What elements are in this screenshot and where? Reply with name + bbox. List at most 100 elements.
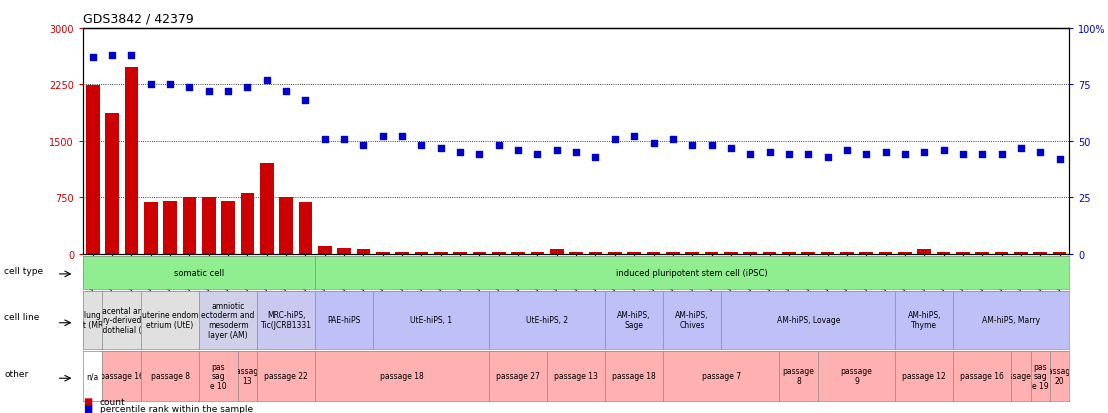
Point [238, 84, 256, 91]
Point [316, 136, 334, 142]
Point [819, 154, 837, 161]
Point [1050, 156, 1068, 163]
Text: PAE-hiPS: PAE-hiPS [328, 316, 361, 325]
Bar [743, 252, 757, 254]
Bar [879, 252, 892, 254]
Point [277, 89, 295, 95]
Bar [125, 68, 138, 254]
Text: passage 16: passage 16 [961, 371, 1004, 380]
Bar [917, 249, 931, 254]
Bar [337, 249, 351, 254]
Point [684, 142, 701, 149]
Point [258, 77, 276, 84]
Point [510, 147, 527, 154]
Point [529, 152, 546, 158]
Text: n/a: n/a [86, 371, 99, 380]
Point [586, 154, 604, 161]
Point [780, 152, 798, 158]
Point [219, 89, 237, 95]
Bar [936, 252, 951, 254]
Bar [453, 252, 466, 254]
Point [451, 150, 469, 156]
Point [838, 147, 855, 154]
Point [954, 152, 972, 158]
Text: count: count [100, 396, 125, 406]
Text: UtE-hiPS, 2: UtE-hiPS, 2 [526, 316, 568, 325]
Point [625, 134, 643, 140]
Point [297, 97, 315, 104]
Bar [318, 247, 331, 254]
Point [336, 136, 353, 142]
Point [471, 152, 489, 158]
Point [993, 152, 1010, 158]
Bar [279, 198, 293, 254]
Bar [762, 252, 777, 254]
Text: ■: ■ [83, 396, 92, 406]
Text: GDS3842 / 42379: GDS3842 / 42379 [83, 12, 194, 25]
Point [548, 147, 566, 154]
Point [432, 145, 450, 152]
Point [935, 147, 953, 154]
Text: induced pluripotent stem cell (iPSC): induced pluripotent stem cell (iPSC) [616, 268, 768, 277]
Bar [434, 252, 448, 254]
Text: passage 18: passage 18 [380, 371, 424, 380]
Bar [801, 252, 815, 254]
Bar [86, 86, 100, 254]
Bar [666, 252, 679, 254]
Point [799, 152, 817, 158]
Point [606, 136, 624, 142]
Point [567, 150, 585, 156]
Point [1012, 145, 1029, 152]
Text: passage 27: passage 27 [496, 371, 540, 380]
Bar [260, 164, 274, 254]
Point [199, 89, 217, 95]
Point [722, 145, 740, 152]
Point [876, 150, 894, 156]
Text: amniotic
ectoderm and
mesoderm
layer (AM): amniotic ectoderm and mesoderm layer (AM… [202, 301, 255, 339]
Bar [105, 114, 119, 254]
Bar [588, 252, 603, 254]
Bar [860, 252, 873, 254]
Text: AM-hiPS,
Chives: AM-hiPS, Chives [676, 311, 709, 330]
Text: passage
13: passage 13 [232, 366, 264, 385]
Point [702, 142, 720, 149]
Text: passage 12: passage 12 [902, 371, 946, 380]
Text: MRC-hiPS,
Tic(JCRB1331: MRC-hiPS, Tic(JCRB1331 [260, 311, 311, 330]
Point [761, 150, 779, 156]
Text: cell line: cell line [4, 313, 40, 322]
Bar [1034, 252, 1047, 254]
Text: cell type: cell type [4, 266, 43, 275]
Bar [725, 252, 738, 254]
Point [84, 55, 102, 62]
Bar [240, 194, 254, 254]
Text: passage 15: passage 15 [999, 371, 1043, 380]
Point [973, 152, 991, 158]
Point [142, 82, 160, 88]
Bar [376, 252, 390, 254]
Text: passage 16: passage 16 [100, 371, 144, 380]
Text: pas
sag
e 10: pas sag e 10 [211, 362, 227, 390]
Bar [473, 252, 486, 254]
Bar [899, 252, 912, 254]
Point [103, 52, 121, 59]
Text: passage
8: passage 8 [782, 366, 814, 385]
Bar [705, 252, 718, 254]
Bar [550, 249, 564, 254]
Point [162, 82, 179, 88]
Bar [163, 202, 177, 254]
Bar [840, 252, 853, 254]
Bar [144, 203, 157, 254]
Text: UtE-hiPS, 1: UtE-hiPS, 1 [410, 316, 452, 325]
Text: passage 7: passage 7 [701, 371, 741, 380]
Bar [492, 252, 505, 254]
Bar [821, 252, 834, 254]
Text: passage 13: passage 13 [554, 371, 598, 380]
Text: fetal lung fibro
blast (MRC-5): fetal lung fibro blast (MRC-5) [64, 311, 121, 330]
Bar [512, 252, 525, 254]
Point [741, 152, 759, 158]
Bar [1014, 252, 1027, 254]
Point [393, 134, 411, 140]
Text: somatic cell: somatic cell [174, 268, 224, 277]
Point [412, 142, 430, 149]
Point [645, 140, 663, 147]
